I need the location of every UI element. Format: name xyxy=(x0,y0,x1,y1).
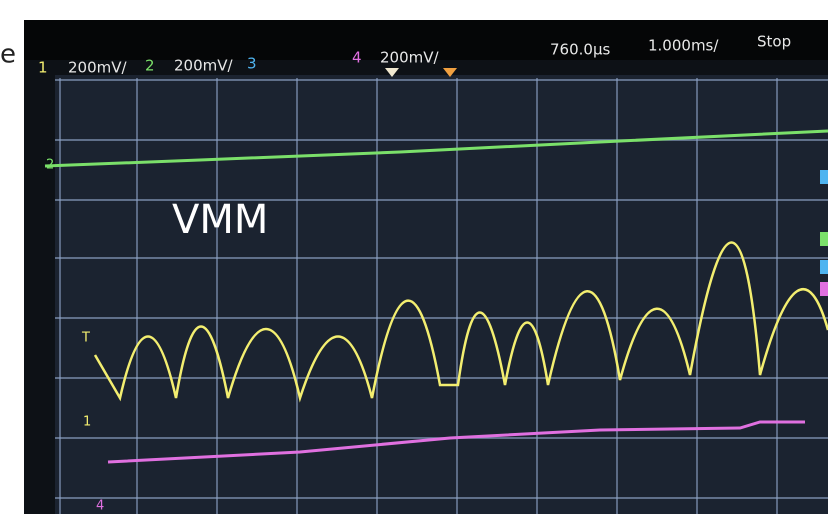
side-tab xyxy=(820,170,828,184)
ch1-marker: 1 xyxy=(83,415,91,430)
ch2-label: 2 xyxy=(145,57,155,75)
ch4-label: 4 xyxy=(352,49,362,67)
ch2-marker: 2 xyxy=(46,158,54,173)
ch3-label: 3 xyxy=(247,55,257,73)
scope-photo: e 1 200mV/ 2 200mV/ 3 4 200mV/ 760.0µs 1… xyxy=(0,0,828,514)
trigger-marker: T xyxy=(81,331,90,346)
ch4-scale: 200mV/ xyxy=(380,49,440,67)
ch4-marker: 4 xyxy=(96,499,104,514)
ch1-scale: 200mV/ xyxy=(68,59,128,77)
time-scale: 1.000ms/ xyxy=(648,37,719,55)
side-tab xyxy=(820,260,828,274)
side-tab xyxy=(820,232,828,246)
page: e 1 200mV/ 2 200mV/ 3 4 200mV/ 760.0µs 1… xyxy=(0,0,828,514)
caption-fragment: e xyxy=(0,40,16,70)
time-offset: 760.0µs xyxy=(550,41,610,59)
ch2-scale: 200mV/ xyxy=(174,57,234,75)
run-state: Stop xyxy=(757,33,791,51)
ch1-label: 1 xyxy=(38,59,48,77)
side-tab xyxy=(820,282,828,296)
overlay-label: VMM xyxy=(172,197,268,243)
screen xyxy=(55,75,828,514)
